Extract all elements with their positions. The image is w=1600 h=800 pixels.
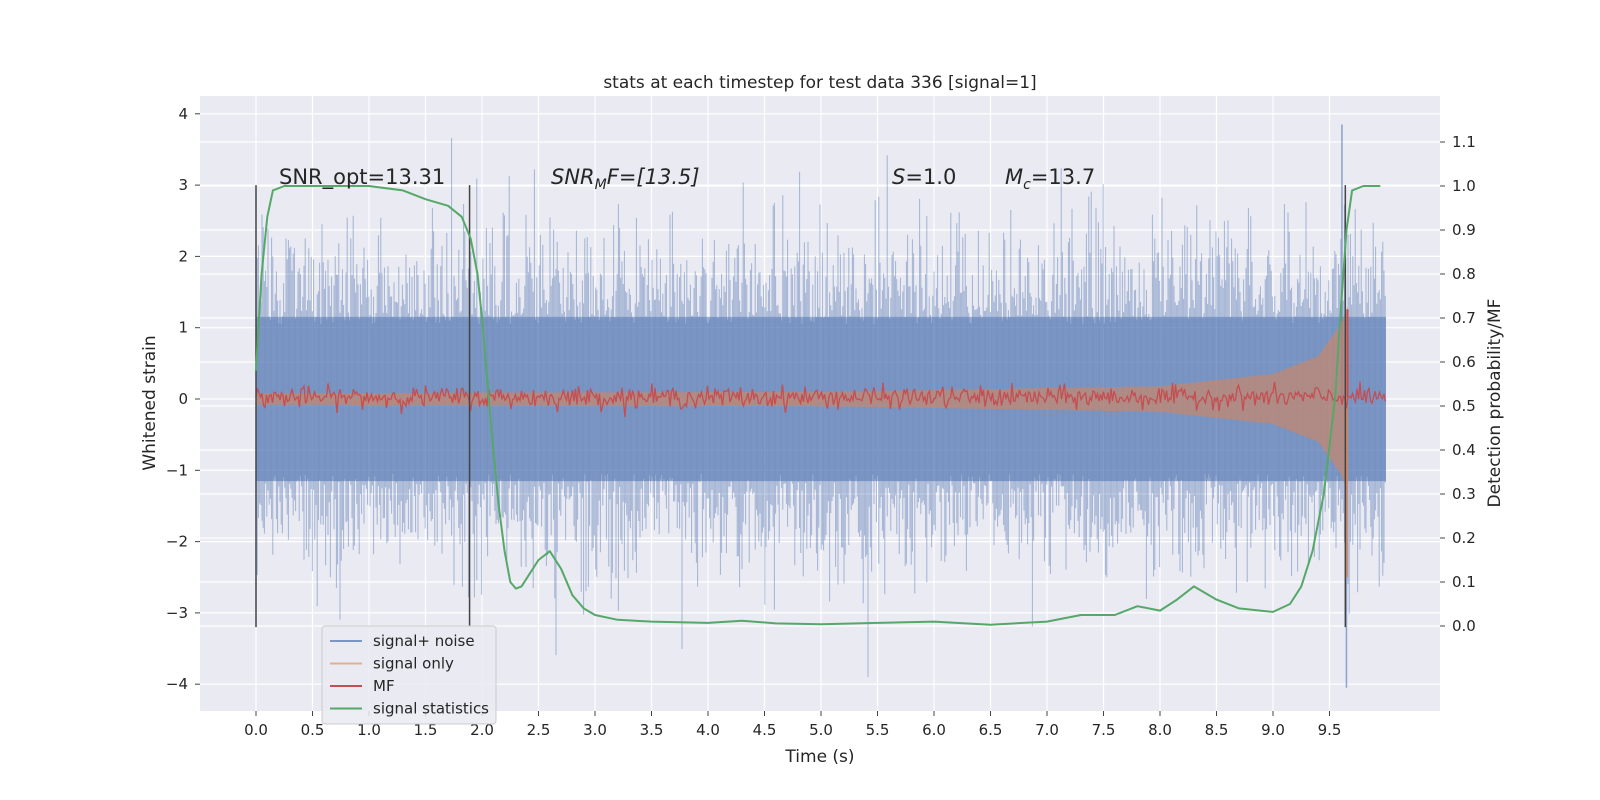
y2-tick-label: 0.8: [1452, 265, 1476, 283]
legend-box: [321, 625, 497, 725]
mf-series: [255, 309, 1387, 418]
x-tick-label: 4.5: [753, 721, 777, 739]
y2-tick-label: 0.9: [1452, 221, 1476, 239]
y2-axis-ticks: 1.1 1.0 0.9 0.8 0.7 0.6 0.5 0.4 0.3 0.2 0.1 0.0: [1440, 133, 1476, 635]
y2-tick-label: 1.1: [1452, 133, 1476, 151]
y2-tick-label: 0.2: [1452, 529, 1476, 547]
mf-line: [255, 381, 1387, 418]
y-tick-label: −1: [166, 461, 188, 479]
x-tick-label: 5.5: [866, 721, 890, 739]
legend: signal+ noise signal only MF signal statist…: [321, 625, 497, 725]
y-tick-label: −4: [166, 675, 188, 693]
y-tick-label: 1: [178, 319, 188, 337]
y2-tick-label: 0.4: [1452, 441, 1476, 459]
x-tick-label: 8.0: [1148, 721, 1172, 739]
x-tick-label: 9.0: [1261, 721, 1285, 739]
y-tick-label: 0: [178, 390, 188, 408]
y2-tick-label: 0.0: [1452, 617, 1476, 635]
x-tick-label: 2.0: [470, 721, 494, 739]
x-tick-label: 5.0: [809, 721, 833, 739]
snr-mf-annotation: SNRMF=[13.5]: [551, 165, 700, 193]
y2-tick-label: 0.1: [1452, 573, 1476, 591]
y-tick-label: 4: [178, 105, 188, 123]
y2-tick-label: 0.3: [1452, 485, 1476, 503]
legend-label: signal only: [373, 655, 454, 673]
x-tick-label: 8.5: [1205, 721, 1229, 739]
legend-label: MF: [373, 677, 395, 695]
x-axis-ticks: 0.0 0.5 1.0 1.5 2.0 2.5 3.0 3.5 4.0 4.5 5.0 5.5 6.0 6…: [244, 711, 1341, 739]
y2-axis-label: Detection probability/MF: [1485, 299, 1505, 508]
y-axis-label: Whitened strain: [140, 335, 160, 470]
x-tick-label: 6.0: [922, 721, 946, 739]
x-tick-label: 6.5: [979, 721, 1003, 739]
signal-statistics-series: [255, 185, 1381, 626]
y-tick-label: 2: [178, 247, 188, 265]
snr-opt-annotation: SNR_opt=13.31: [279, 165, 445, 190]
x-tick-label: 9.5: [1318, 721, 1342, 739]
mc-annotation: Mc=13.7: [1005, 165, 1095, 193]
signal-statistics-line: [255, 185, 1381, 626]
x-tick-label: 1.5: [414, 721, 438, 739]
x-tick-label: 3.0: [583, 721, 607, 739]
chart-title: stats at each timestep for test data 336…: [603, 73, 1036, 93]
x-tick-label: 2.5: [527, 721, 551, 739]
x-tick-label: 0.0: [244, 721, 268, 739]
y2-tick-label: 0.7: [1452, 309, 1476, 327]
y2-tick-label: 1.0: [1452, 177, 1476, 195]
y-axis-ticks: 4 3 2 1 0 −1 −2 −3 −4: [166, 105, 200, 693]
y2-tick-label: 0.6: [1452, 353, 1476, 371]
x-tick-label: 7.0: [1035, 721, 1059, 739]
x-tick-label: 1.0: [357, 721, 381, 739]
legend-label: signal statistics: [373, 700, 489, 718]
y-tick-label: −3: [166, 604, 188, 622]
x-axis-label: Time (s): [784, 747, 854, 767]
y2-tick-label: 0.5: [1452, 397, 1476, 415]
y-tick-label: 3: [178, 176, 188, 194]
x-tick-label: 7.5: [1092, 721, 1116, 739]
y-tick-label: −2: [166, 533, 188, 551]
x-tick-label: 4.0: [696, 721, 720, 739]
x-tick-label: 0.5: [301, 721, 325, 739]
s-annotation: S=1.0: [892, 165, 956, 189]
x-tick-label: 3.5: [640, 721, 664, 739]
legend-label: signal+ noise: [373, 632, 475, 650]
